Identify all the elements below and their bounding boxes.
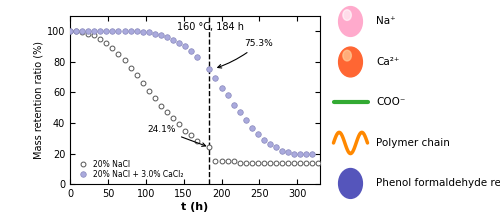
20% NaCl: [279, 161, 285, 164]
20% NaCl: [285, 161, 291, 164]
20% NaCl + 3.0% CaCl₂: [188, 50, 194, 52]
20% NaCl + 3.0% CaCl₂: [67, 30, 73, 32]
Circle shape: [338, 7, 362, 36]
20% NaCl + 3.0% CaCl₂: [218, 86, 224, 89]
Legend: 20% NaCl, 20% NaCl + 3.0% CaCl₂: 20% NaCl, 20% NaCl + 3.0% CaCl₂: [74, 158, 185, 180]
Text: Na⁺: Na⁺: [376, 16, 396, 26]
Circle shape: [343, 50, 351, 61]
20% NaCl + 3.0% CaCl₂: [140, 31, 145, 34]
20% NaCl: [230, 160, 236, 163]
20% NaCl: [170, 117, 176, 120]
20% NaCl + 3.0% CaCl₂: [236, 111, 242, 113]
20% NaCl: [91, 34, 97, 37]
20% NaCl: [194, 140, 200, 143]
20% NaCl + 3.0% CaCl₂: [134, 30, 140, 32]
Text: Polymer chain: Polymer chain: [376, 138, 450, 148]
20% NaCl + 3.0% CaCl₂: [224, 94, 230, 97]
20% NaCl: [122, 59, 128, 61]
Text: 24.1%: 24.1%: [148, 125, 206, 146]
20% NaCl: [218, 160, 224, 163]
20% NaCl + 3.0% CaCl₂: [128, 30, 134, 32]
20% NaCl: [134, 74, 140, 77]
20% NaCl: [261, 161, 267, 164]
20% NaCl + 3.0% CaCl₂: [146, 31, 152, 34]
20% NaCl + 3.0% CaCl₂: [79, 30, 85, 32]
Circle shape: [338, 168, 362, 198]
20% NaCl + 3.0% CaCl₂: [310, 152, 316, 155]
20% NaCl: [98, 37, 103, 40]
20% NaCl: [164, 111, 170, 113]
20% NaCl + 3.0% CaCl₂: [298, 152, 304, 155]
Circle shape: [338, 47, 362, 77]
20% NaCl + 3.0% CaCl₂: [182, 45, 188, 48]
Line: 20% NaCl: 20% NaCl: [68, 28, 321, 165]
20% NaCl: [273, 161, 279, 164]
20% NaCl + 3.0% CaCl₂: [194, 56, 200, 58]
20% NaCl + 3.0% CaCl₂: [158, 34, 164, 37]
20% NaCl: [267, 161, 273, 164]
20% NaCl: [298, 161, 304, 164]
20% NaCl + 3.0% CaCl₂: [267, 143, 273, 146]
20% NaCl: [224, 160, 230, 163]
20% NaCl + 3.0% CaCl₂: [104, 30, 110, 32]
20% NaCl + 3.0% CaCl₂: [249, 126, 255, 129]
X-axis label: t (h): t (h): [182, 202, 208, 212]
20% NaCl: [79, 31, 85, 34]
20% NaCl: [116, 53, 121, 55]
20% NaCl + 3.0% CaCl₂: [230, 103, 236, 106]
20% NaCl: [67, 30, 73, 32]
20% NaCl: [188, 134, 194, 137]
20% NaCl + 3.0% CaCl₂: [243, 119, 249, 121]
Text: COO⁻: COO⁻: [376, 97, 406, 107]
20% NaCl + 3.0% CaCl₂: [176, 42, 182, 44]
Circle shape: [343, 10, 351, 20]
20% NaCl + 3.0% CaCl₂: [285, 151, 291, 153]
20% NaCl: [310, 161, 316, 164]
20% NaCl: [304, 161, 310, 164]
Text: 75.3%: 75.3%: [218, 39, 273, 68]
20% NaCl + 3.0% CaCl₂: [255, 132, 261, 135]
Line: 20% NaCl + 3.0% CaCl₂: 20% NaCl + 3.0% CaCl₂: [67, 28, 315, 156]
20% NaCl: [152, 97, 158, 100]
Text: 160 °C, 184 h: 160 °C, 184 h: [176, 22, 244, 32]
20% NaCl + 3.0% CaCl₂: [273, 146, 279, 149]
20% NaCl: [206, 146, 212, 149]
20% NaCl: [176, 123, 182, 126]
20% NaCl + 3.0% CaCl₂: [122, 30, 128, 32]
20% NaCl + 3.0% CaCl₂: [91, 30, 97, 32]
20% NaCl: [158, 105, 164, 107]
20% NaCl: [316, 161, 322, 164]
20% NaCl: [243, 161, 249, 164]
20% NaCl: [128, 66, 134, 69]
20% NaCl: [255, 161, 261, 164]
20% NaCl + 3.0% CaCl₂: [98, 30, 103, 32]
20% NaCl + 3.0% CaCl₂: [164, 36, 170, 38]
20% NaCl: [110, 46, 116, 49]
20% NaCl + 3.0% CaCl₂: [279, 149, 285, 152]
20% NaCl + 3.0% CaCl₂: [73, 30, 79, 32]
20% NaCl + 3.0% CaCl₂: [116, 30, 121, 32]
20% NaCl: [140, 82, 145, 84]
Y-axis label: Mass retention ratio (%): Mass retention ratio (%): [34, 41, 44, 159]
20% NaCl + 3.0% CaCl₂: [212, 77, 218, 80]
20% NaCl: [236, 161, 242, 164]
20% NaCl: [212, 160, 218, 163]
20% NaCl: [249, 161, 255, 164]
Text: Ca²⁺: Ca²⁺: [376, 57, 400, 67]
20% NaCl: [104, 42, 110, 44]
20% NaCl + 3.0% CaCl₂: [291, 152, 297, 155]
20% NaCl: [182, 129, 188, 132]
20% NaCl: [85, 33, 91, 35]
20% NaCl: [73, 30, 79, 32]
20% NaCl + 3.0% CaCl₂: [170, 39, 176, 42]
20% NaCl: [146, 89, 152, 92]
20% NaCl + 3.0% CaCl₂: [304, 152, 310, 155]
20% NaCl: [291, 161, 297, 164]
20% NaCl + 3.0% CaCl₂: [85, 30, 91, 32]
20% NaCl + 3.0% CaCl₂: [261, 139, 267, 141]
Text: Phenol formaldehyde resin: Phenol formaldehyde resin: [376, 178, 500, 188]
20% NaCl + 3.0% CaCl₂: [206, 68, 212, 71]
20% NaCl + 3.0% CaCl₂: [152, 33, 158, 35]
20% NaCl + 3.0% CaCl₂: [110, 30, 116, 32]
